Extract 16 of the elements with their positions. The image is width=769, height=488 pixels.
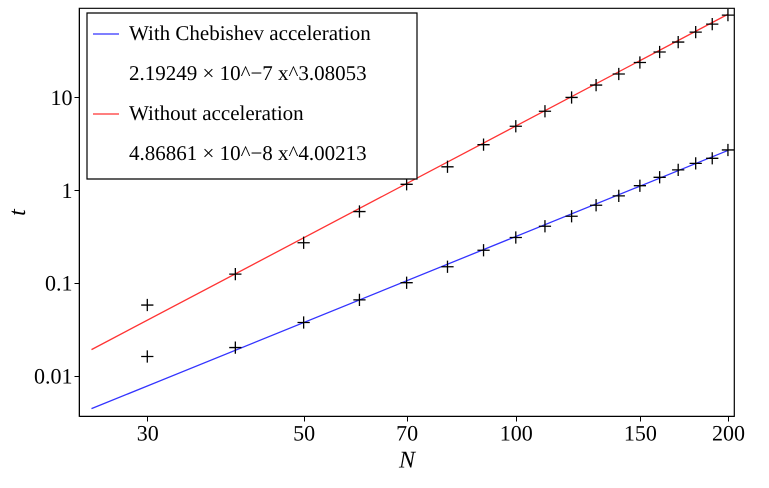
y-tick-label: 1 (62, 178, 72, 203)
x-tick-label: 50 (293, 420, 316, 446)
x-tick-label: 100 (500, 420, 533, 446)
x-tick-label: 30 (136, 420, 159, 446)
y-tick-label: 10 (50, 84, 72, 110)
x-tick-label: 70 (396, 420, 418, 446)
y-tick-label: 0.01 (34, 363, 72, 388)
x-tick-label: 200 (712, 420, 745, 446)
x-axis-title: N (398, 448, 417, 474)
legend-label: With Chebishev acceleration (129, 21, 372, 45)
annotation: 2.19249 × 10^−7 x^3.08053 (129, 61, 367, 85)
annotation: 4.86861 × 10^−8 x^4.00213 (129, 141, 367, 165)
x-tick-label: 150 (624, 420, 657, 446)
y-tick-label: 0.1 (45, 270, 72, 296)
y-axis-title: t (5, 208, 31, 216)
legend-label: Without acceleration (129, 101, 304, 125)
